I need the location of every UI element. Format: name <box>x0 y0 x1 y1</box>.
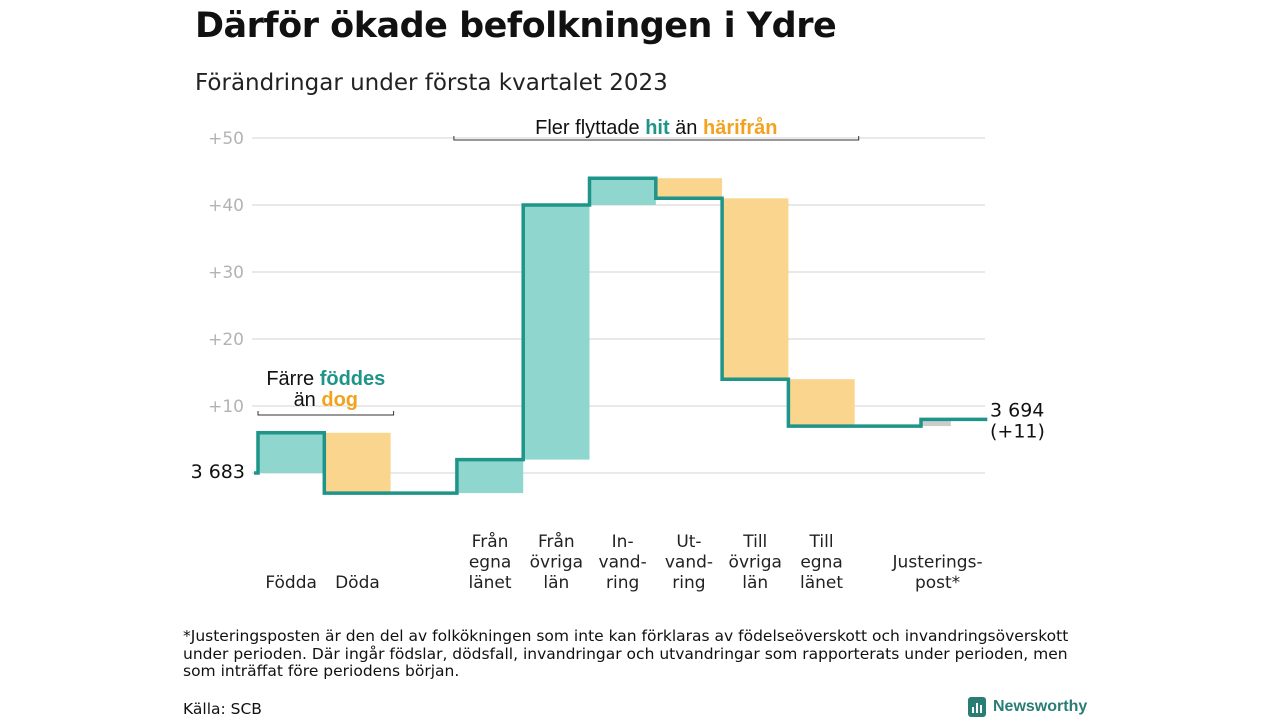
category-label-line: Från <box>472 531 509 552</box>
negative-bar <box>722 198 789 380</box>
brand-name: Newsworthy <box>993 698 1088 715</box>
category-label-line: Justerings- <box>892 553 983 573</box>
category-label: In-vand-ring <box>599 532 647 593</box>
annotation-text: än dog <box>294 389 358 411</box>
annotation-segment: härifrån <box>703 116 777 139</box>
category-label: Till övriga län <box>729 532 782 593</box>
category-label: Ut-vand-ring <box>665 532 713 593</box>
category-label-line: län <box>742 573 768 593</box>
y-tick-label: +50 <box>208 129 244 149</box>
category-label-line: vand- <box>599 553 647 573</box>
annotation-segment: föddes <box>320 368 386 390</box>
bar-chart-logo-icon <box>968 697 986 717</box>
positive-bar <box>258 432 325 473</box>
positive-bar <box>589 178 656 205</box>
annotation-text: Färre föddes <box>266 368 385 390</box>
adjustment-bar <box>921 419 951 427</box>
category-label: Från övriga län <box>530 531 583 593</box>
category-label-line: övriga <box>530 553 583 573</box>
category-label-line: In- <box>612 532 634 552</box>
category-label: Födda <box>265 573 317 593</box>
category-label-line: vand- <box>665 553 713 573</box>
category-label-line: länet <box>800 573 843 593</box>
category-label-line: Till <box>809 532 834 552</box>
annotation-bracket <box>257 411 395 416</box>
annotation-bracket <box>453 136 860 141</box>
annotation-segment: Fler flyttade <box>535 117 645 139</box>
y-tick-label: +40 <box>208 196 244 216</box>
category-label-line: Till <box>742 532 767 552</box>
step-line-group <box>254 176 988 495</box>
category-label-line: Ut- <box>676 532 701 552</box>
category-label-line: Döda <box>335 573 380 593</box>
annotation-segment: än <box>670 117 703 139</box>
annotation-segment: Färre <box>266 368 319 390</box>
source-note: Källa: SCB <box>183 700 262 718</box>
category-label-line: egna <box>800 553 842 573</box>
annotation-segment: hit <box>645 117 670 139</box>
end-change-label: (+11) <box>990 420 1045 442</box>
negative-bar <box>324 432 391 494</box>
category-label: Döda <box>335 573 380 593</box>
category-label-line: ring <box>672 573 705 593</box>
category-label-line: egna <box>469 553 511 573</box>
y-tick-label: +30 <box>208 263 244 283</box>
y-tick-label: +10 <box>208 397 244 417</box>
positive-bar <box>523 205 590 460</box>
category-label: Från egna länet <box>469 531 512 593</box>
chart-title: Därför ökade befolkningen i Ydre <box>195 6 837 46</box>
end-value-label: 3 694 <box>990 399 1044 421</box>
cumulative-step-line <box>254 176 988 495</box>
annotation-segment: än <box>294 389 322 411</box>
category-label-line: ring <box>606 573 639 593</box>
bars <box>258 178 951 494</box>
negative-bar <box>655 178 723 199</box>
positive-bar <box>456 459 524 494</box>
category-label-line: länet <box>469 573 512 593</box>
brand-logo: Newsworthy <box>968 697 1087 717</box>
start-value-label: 3 683 <box>191 461 245 483</box>
category-label-line: post* <box>915 573 960 593</box>
chart-subtitle: Förändringar under första kvartalet 2023 <box>195 70 668 96</box>
category-label-line: Födda <box>265 573 317 593</box>
annotation-segment: dog <box>321 389 358 411</box>
category-label: Till egna länet <box>800 532 843 593</box>
category-label-line: övriga <box>729 553 782 573</box>
y-tick-label: +20 <box>208 330 244 350</box>
category-label-line: Från <box>538 531 575 552</box>
category-label-line: län <box>543 573 569 593</box>
annotation-text: Fler flyttade hit än härifrån <box>535 116 777 139</box>
negative-bar <box>788 379 855 427</box>
footnote: *Justeringsposten är den del av folkökni… <box>183 627 1069 680</box>
category-label: Justerings-post* <box>892 553 983 594</box>
